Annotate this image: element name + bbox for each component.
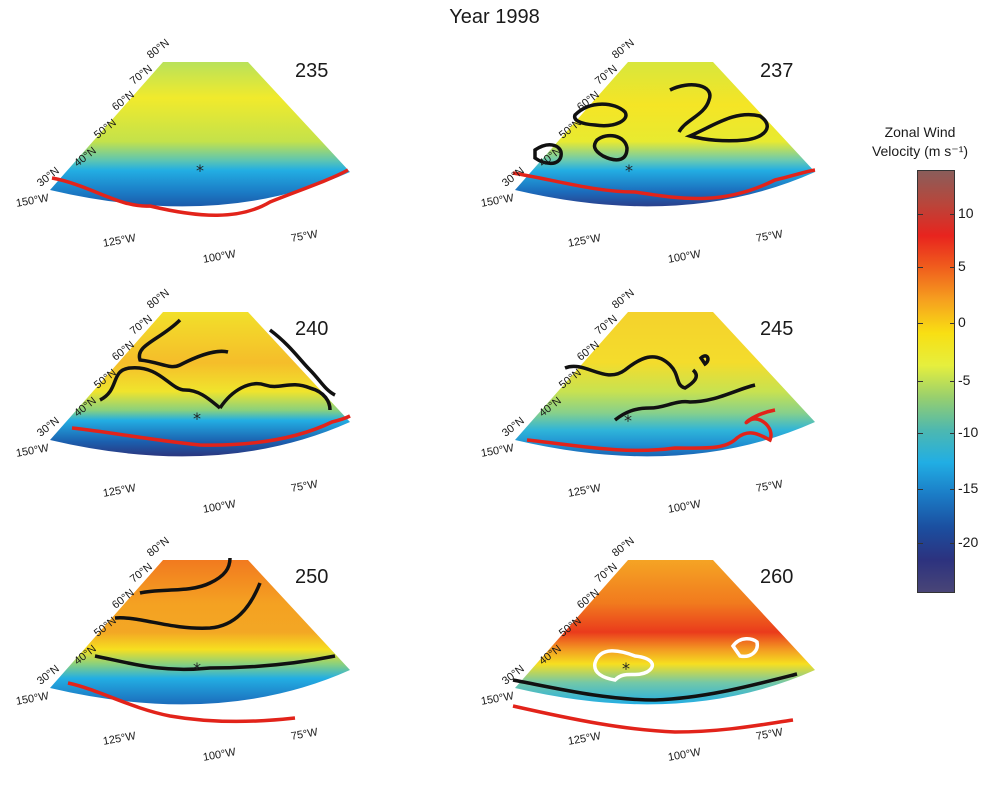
map-260-contour-black: [512, 672, 798, 702]
day-label-260: 260: [760, 566, 794, 588]
colorbar-tick-label: -20: [958, 534, 979, 550]
colorbar-tick-mark: [918, 214, 923, 215]
day-label-240: 240: [295, 318, 329, 340]
map-245-svg: *: [515, 312, 815, 457]
colorbar-tick-label: -15: [958, 480, 979, 496]
colorbar-tick-mark: [918, 267, 923, 268]
map-235-svg: *: [50, 62, 350, 217]
colorbar-tick-mark: [950, 489, 955, 490]
colorbar-tick-mark: [918, 381, 923, 382]
map-250-contour-black-3: [94, 654, 336, 672]
map-260-svg: *: [512, 560, 815, 734]
colorbar-tick-mark: [950, 267, 955, 268]
map-245-contour-black-1: [564, 355, 698, 390]
map-237-contour-black-4: [669, 83, 712, 133]
map-250-marker: *: [193, 659, 201, 678]
map-260-contour-red: [512, 704, 794, 734]
map-245-contour-black-2: [613, 383, 756, 422]
colorbar-title: Zonal Wind Velocity (m s⁻¹): [860, 123, 980, 161]
colorbar-tick-mark: [950, 323, 955, 324]
colorbar-tick-mark: [950, 214, 955, 215]
map-240-sector: [50, 312, 350, 457]
figure-title: Year 1998: [449, 6, 540, 28]
map-237-marker: *: [625, 161, 633, 180]
colorbar-tick-label: 5: [958, 258, 966, 274]
map-panel-245: * 245: [475, 290, 855, 540]
map-237-contour-black-3: [592, 133, 629, 162]
colorbar-title-line2: Velocity (m s⁻¹): [871, 143, 969, 159]
map-260-sector: [515, 560, 815, 705]
map-235-sector: [50, 62, 350, 207]
map-panel-235: * 235: [10, 40, 390, 290]
map-237-contour-black-5: [684, 112, 769, 143]
map-panel-260: * 260: [475, 538, 855, 788]
colorbar-tick-mark: [950, 543, 955, 544]
map-240-contour-black-1: [137, 318, 229, 369]
map-panel-237: * 237: [475, 40, 855, 290]
colorbar-tick-label: 10: [958, 205, 974, 221]
map-250-contour-red: [67, 681, 296, 724]
map-250-contour-black-2: [114, 582, 262, 630]
map-237-contour-black-1: [533, 143, 563, 166]
map-260-contour-white-2: [730, 637, 759, 659]
day-label-245: 245: [760, 318, 794, 340]
day-label-237: 237: [760, 60, 794, 82]
map-240-contour-black-3: [218, 382, 332, 411]
colorbar-tick-mark: [918, 489, 923, 490]
map-235-marker: *: [196, 161, 204, 180]
colorbar-tick-label: 0: [958, 314, 966, 330]
map-250-sector: [50, 560, 350, 705]
map-245-contour-black-3: [698, 354, 710, 367]
colorbar-tick-mark: [918, 323, 923, 324]
colorbar-tick-label: -5: [958, 372, 971, 388]
map-240-contour-black-2: [99, 366, 222, 410]
map-panel-250: * 250: [10, 538, 390, 788]
map-260-contour-white-1: [593, 649, 655, 682]
map-panel-240: * 240: [10, 290, 390, 540]
map-250-svg: *: [50, 557, 350, 724]
colorbar: [917, 170, 955, 593]
map-250-contour-black-1: [139, 557, 232, 595]
map-237-contour-black-2: [572, 102, 628, 128]
colorbar-tick-mark: [918, 433, 923, 434]
map-235-contour-red: [51, 168, 349, 217]
map-245-contour-red: [526, 408, 776, 453]
day-label-250: 250: [295, 566, 329, 588]
map-240-contour-black-4: [268, 328, 336, 397]
colorbar-tick-mark: [918, 543, 923, 544]
colorbar-tick-mark: [950, 433, 955, 434]
map-240-marker: *: [193, 409, 201, 428]
colorbar-title-line1: Zonal Wind: [884, 124, 956, 140]
colorbar-tick-label: -10: [958, 424, 979, 440]
map-245-marker: *: [624, 411, 632, 430]
colorbar-tick-mark: [950, 381, 955, 382]
day-label-235: 235: [295, 60, 329, 82]
map-237-sector: [515, 62, 815, 207]
map-240-contour-red: [71, 414, 351, 447]
map-237-contour-red: [512, 168, 816, 201]
map-245-sector: [515, 312, 815, 457]
map-240-svg: *: [50, 312, 351, 457]
map-260-marker: *: [622, 659, 630, 678]
map-237-svg: *: [512, 62, 816, 207]
